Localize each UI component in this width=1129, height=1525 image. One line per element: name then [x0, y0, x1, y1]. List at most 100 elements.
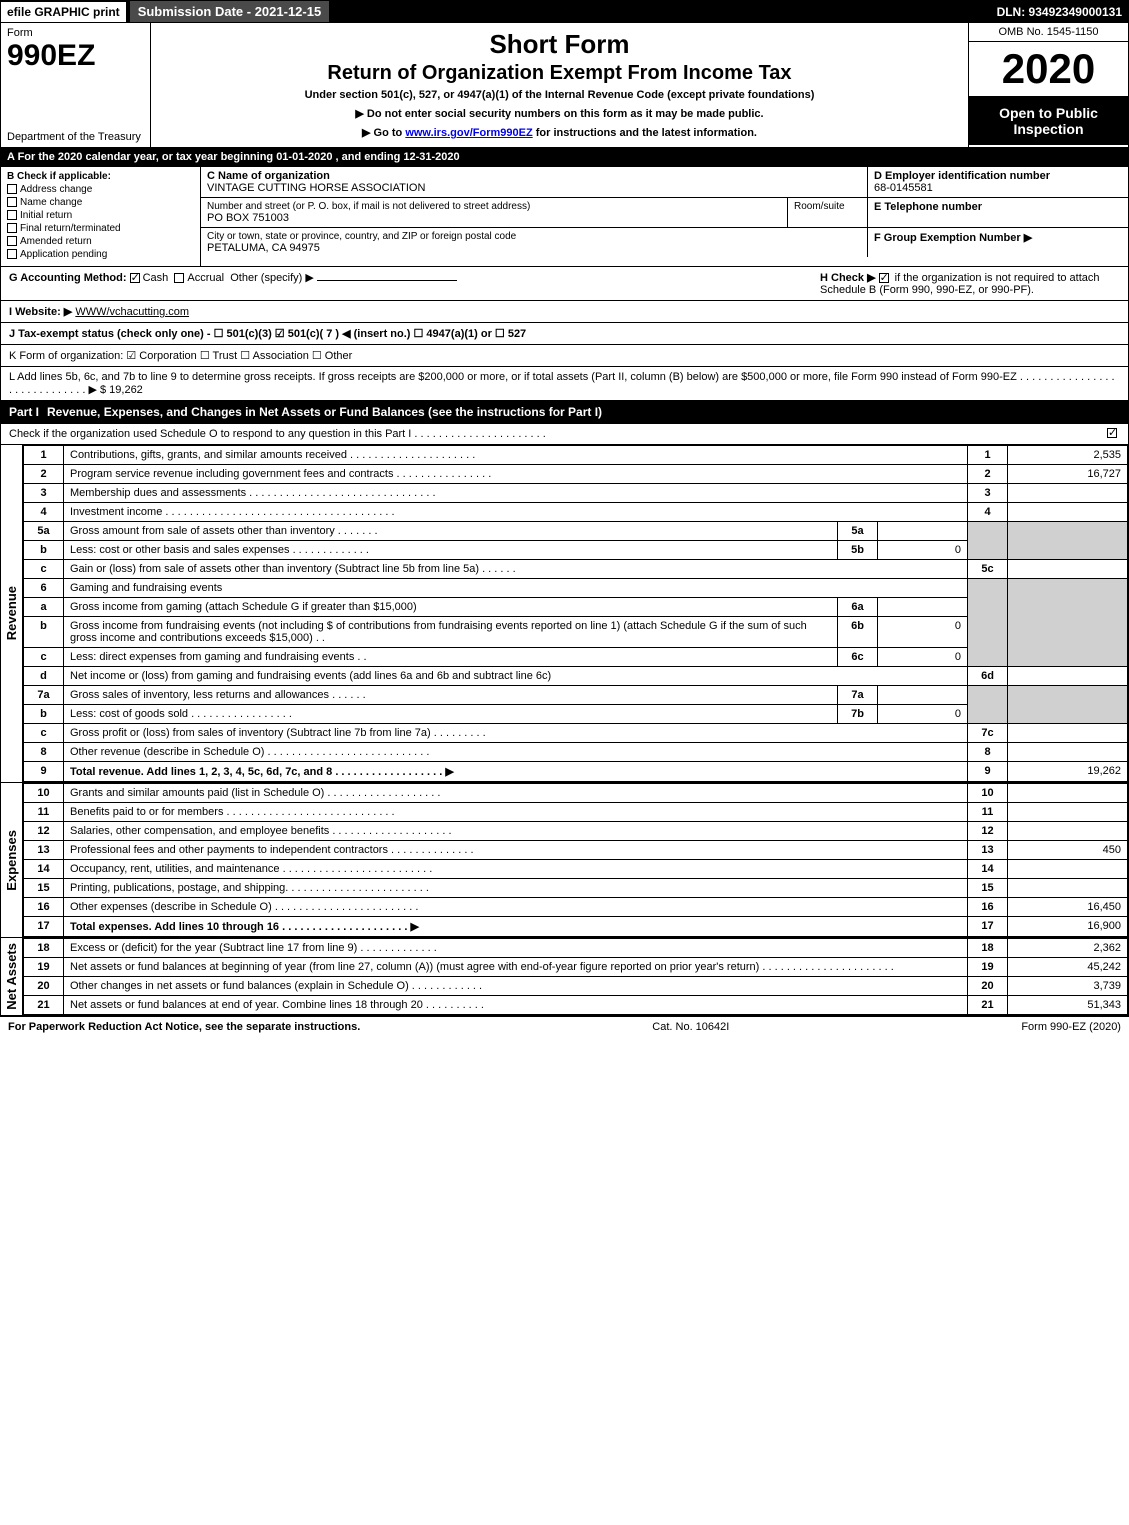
- cash-label: Cash: [143, 272, 169, 284]
- revenue-vtab: Revenue: [2, 582, 21, 644]
- goto-post: for instructions and the latest informat…: [533, 127, 757, 139]
- check-name-change[interactable]: Name change: [7, 197, 194, 208]
- org-name-label: C Name of organization: [207, 170, 861, 182]
- part-i-check: Check if the organization used Schedule …: [0, 424, 1129, 445]
- header-center: Short Form Return of Organization Exempt…: [151, 23, 968, 147]
- line-10: 10Grants and similar amounts paid (list …: [24, 784, 1128, 803]
- col-b-heading: B Check if applicable:: [7, 171, 194, 182]
- check-label: Application pending: [20, 249, 107, 260]
- goto-pre: ▶ Go to: [362, 127, 405, 139]
- line-2: 2Program service revenue including gover…: [24, 465, 1128, 484]
- line-12: 12Salaries, other compensation, and empl…: [24, 822, 1128, 841]
- line-21: 21Net assets or fund balances at end of …: [24, 996, 1128, 1015]
- line-16: 16Other expenses (describe in Schedule O…: [24, 898, 1128, 917]
- row-l-amount: 19,262: [109, 384, 143, 396]
- check-label: Address change: [20, 184, 92, 195]
- row-k-form-org: K Form of organization: ☑ Corporation ☐ …: [0, 345, 1129, 367]
- line-6: 6Gaming and fundraising events: [24, 579, 1128, 598]
- col-cd: C Name of organization VINTAGE CUTTING H…: [201, 167, 1128, 266]
- revenue-section: Revenue 1Contributions, gifts, grants, a…: [0, 445, 1129, 783]
- check-application-pending[interactable]: Application pending: [7, 249, 194, 260]
- row-j-tax-exempt: J Tax-exempt status (check only one) - ☐…: [0, 323, 1129, 345]
- line-7b: bLess: cost of goods sold . . . . . . . …: [24, 705, 1128, 724]
- line-5a: 5aGross amount from sale of assets other…: [24, 522, 1128, 541]
- check-label: Initial return: [20, 210, 72, 221]
- form-number: 990EZ: [7, 39, 144, 73]
- expenses-vtab: Expenses: [2, 826, 21, 895]
- line-5c: cGain or (loss) from sale of assets othe…: [24, 560, 1128, 579]
- room-label: Room/suite: [788, 198, 868, 227]
- check-address-change[interactable]: Address change: [7, 184, 194, 195]
- line-7a: 7aGross sales of inventory, less returns…: [24, 686, 1128, 705]
- footer-right: Form 990-EZ (2020): [1021, 1021, 1121, 1033]
- dln-label: DLN: 93492349000131: [991, 2, 1128, 22]
- check-final-return[interactable]: Final return/terminated: [7, 223, 194, 234]
- line-1: 1Contributions, gifts, grants, and simil…: [24, 446, 1128, 465]
- under-section-text: Under section 501(c), 527, or 4947(a)(1)…: [159, 89, 960, 101]
- org-name: VINTAGE CUTTING HORSE ASSOCIATION: [207, 182, 861, 194]
- part-label: Part I: [9, 405, 47, 419]
- part-i-checkbox[interactable]: [1107, 428, 1117, 438]
- line-9: 9Total revenue. Add lines 1, 2, 3, 4, 5c…: [24, 762, 1128, 782]
- omb-number: OMB No. 1545-1150: [969, 23, 1128, 42]
- expenses-section: Expenses 10Grants and similar amounts pa…: [0, 783, 1129, 938]
- row-h-label: H Check ▶: [820, 272, 876, 284]
- net-assets-section: Net Assets 18Excess or (deficit) for the…: [0, 938, 1129, 1016]
- irs-link[interactable]: www.irs.gov/Form990EZ: [405, 127, 532, 139]
- net-assets-table: 18Excess or (deficit) for the year (Subt…: [23, 938, 1128, 1015]
- main-title: Return of Organization Exempt From Incom…: [159, 62, 960, 85]
- row-l-gross-receipts: L Add lines 5b, 6c, and 7b to line 9 to …: [0, 367, 1129, 401]
- line-4: 4Investment income . . . . . . . . . . .…: [24, 503, 1128, 522]
- efile-label: efile GRAPHIC print: [1, 2, 126, 22]
- line-6b: bGross income from fundraising events (n…: [24, 617, 1128, 648]
- row-k-text: K Form of organization: ☑ Corporation ☐ …: [9, 350, 352, 362]
- addr-label: Number and street (or P. O. box, if mail…: [207, 201, 781, 212]
- check-label: Name change: [20, 197, 82, 208]
- addr-value: PO BOX 751003: [207, 212, 781, 224]
- row-i-website: I Website: ▶ WWW/vchacutting.com: [0, 301, 1129, 323]
- line-6a: aGross income from gaming (attach Schedu…: [24, 598, 1128, 617]
- check-label: Amended return: [20, 236, 92, 247]
- other-label: Other (specify) ▶: [230, 272, 314, 284]
- line-8: 8Other revenue (describe in Schedule O) …: [24, 743, 1128, 762]
- line-11: 11Benefits paid to or for members . . . …: [24, 803, 1128, 822]
- open-to-public: Open to Public Inspection: [969, 97, 1128, 145]
- row-j-text: J Tax-exempt status (check only one) - ☐…: [9, 328, 526, 340]
- accrual-label: Accrual: [187, 272, 224, 284]
- line-13: 13Professional fees and other payments t…: [24, 841, 1128, 860]
- check-accrual[interactable]: [174, 273, 184, 283]
- footer-center: Cat. No. 10642I: [652, 1021, 729, 1033]
- row-a-tax-year: A For the 2020 calendar year, or tax yea…: [0, 148, 1129, 167]
- check-initial-return[interactable]: Initial return: [7, 210, 194, 221]
- footer-left: For Paperwork Reduction Act Notice, see …: [8, 1021, 360, 1033]
- check-schedule-b[interactable]: [879, 273, 889, 283]
- check-cash[interactable]: [130, 273, 140, 283]
- header-left: Form 990EZ Department of the Treasury: [1, 23, 151, 147]
- section-bcd: B Check if applicable: Address change Na…: [0, 167, 1129, 267]
- check-label: Final return/terminated: [20, 223, 121, 234]
- line-6d: dNet income or (loss) from gaming and fu…: [24, 667, 1128, 686]
- dept-label: Department of the Treasury: [7, 131, 144, 143]
- submission-date: Submission Date - 2021-12-15: [130, 1, 330, 22]
- ein-value: 68-0145581: [874, 182, 1122, 194]
- part-i-check-text: Check if the organization used Schedule …: [9, 428, 546, 440]
- check-amended-return[interactable]: Amended return: [7, 236, 194, 247]
- line-3: 3Membership dues and assessments . . . .…: [24, 484, 1128, 503]
- city-label: City or town, state or province, country…: [207, 231, 861, 242]
- col-b-checkboxes: B Check if applicable: Address change Na…: [1, 167, 201, 266]
- netassets-vtab: Net Assets: [2, 939, 21, 1014]
- line-14: 14Occupancy, rent, utilities, and mainte…: [24, 860, 1128, 879]
- top-bar: efile GRAPHIC print Submission Date - 20…: [0, 0, 1129, 23]
- ssn-warning: ▶ Do not enter social security numbers o…: [159, 107, 960, 120]
- expenses-table: 10Grants and similar amounts paid (list …: [23, 783, 1128, 937]
- goto-text: ▶ Go to www.irs.gov/Form990EZ for instru…: [159, 126, 960, 139]
- line-15: 15Printing, publications, postage, and s…: [24, 879, 1128, 898]
- row-l-text: L Add lines 5b, 6c, and 7b to line 9 to …: [9, 371, 1115, 396]
- city-value: PETALUMA, CA 94975: [207, 242, 861, 254]
- tel-label: E Telephone number: [874, 201, 1122, 213]
- form-word: Form: [7, 27, 144, 39]
- page-footer: For Paperwork Reduction Act Notice, see …: [0, 1016, 1129, 1037]
- form-header: Form 990EZ Department of the Treasury Sh…: [0, 23, 1129, 148]
- header-right: OMB No. 1545-1150 2020 Open to Public In…: [968, 23, 1128, 147]
- line-19: 19Net assets or fund balances at beginni…: [24, 958, 1128, 977]
